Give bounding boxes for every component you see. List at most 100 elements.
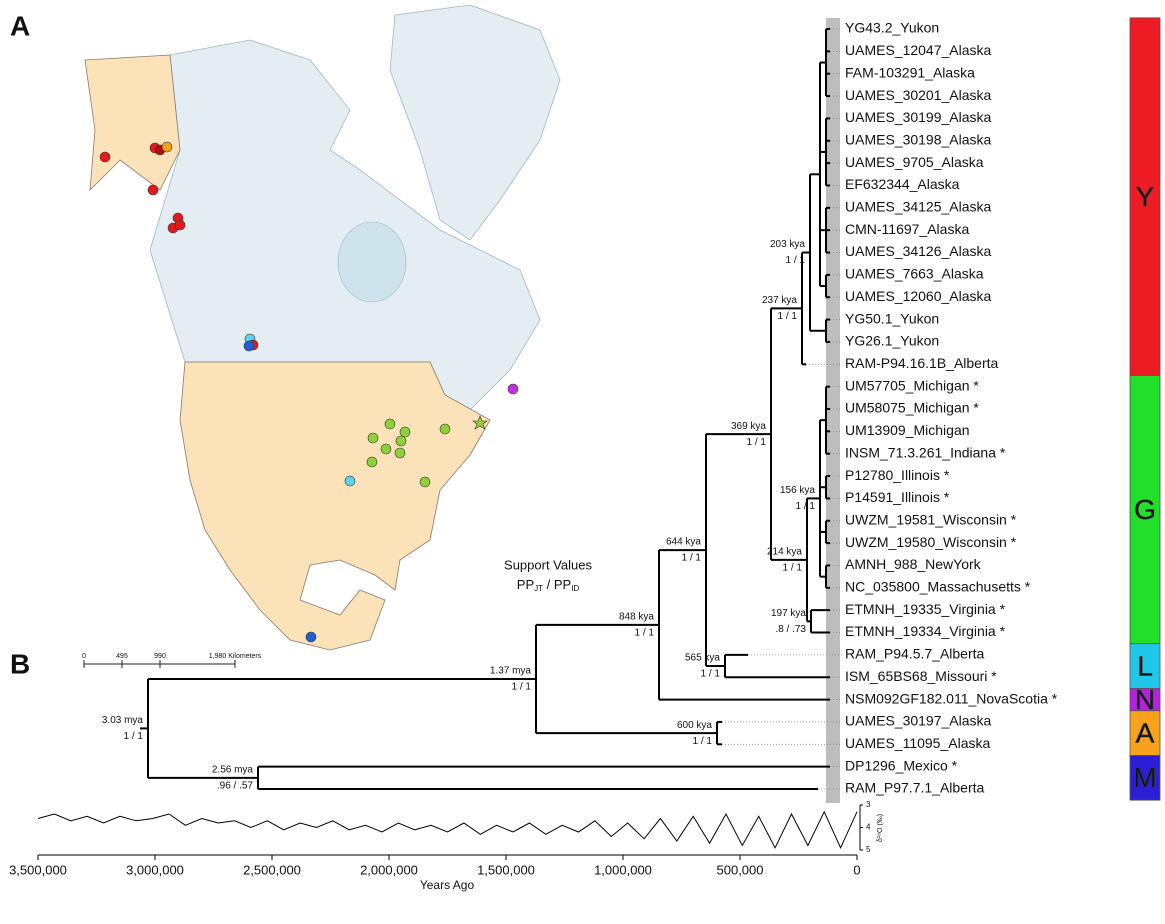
tip-label: UAMES_30198_Alaska [845,131,992,147]
sub: JT [534,584,543,593]
x-tick-label: 0 [853,862,860,877]
scale-label: 0 [82,653,86,660]
sep: / [543,577,554,592]
hudson-bay [338,222,406,302]
sub: ID [571,584,579,593]
pp: PP [554,577,571,592]
x-tick-label: 3,500,000 [9,862,67,877]
site [508,384,518,394]
clade-label: N [1135,684,1155,715]
support-formula: PPJT / PPID [517,577,580,593]
scale-bar [84,660,235,668]
scale-label: 495 [116,653,128,660]
tip-label: UAMES_12060_Alaska [845,288,992,304]
site [244,341,254,351]
usa-mexico [180,362,490,650]
tip-label: UAMES_34125_Alaska [845,199,992,215]
tip-label: UAMES_30199_Alaska [845,109,992,125]
node-age: 237 kya [762,295,797,306]
tip-label: YG43.2_Yukon [845,20,939,36]
tip-label: UWZM_19580_Wisconsin * [845,534,1017,550]
node-age: 214 kya [767,547,802,558]
tip-label: RAM-P94.16.1B_Alberta [845,355,999,371]
site [175,220,185,230]
tip-label: UAMES_9705_Alaska [845,154,984,170]
tip-label: UAMES_30197_Alaska [845,713,992,729]
node-age: 565 kya [685,653,720,664]
node-support: 1 / 1 [124,731,144,742]
x-tick-label: 2,000,000 [360,862,418,877]
site [381,444,391,454]
node-age: 203 kya [770,239,805,250]
clade-label: G [1134,494,1156,525]
tip-label: RAM_P94.5.7_Alberta [845,646,985,662]
x-tick-label: 1,000,000 [594,862,652,877]
node-age: 2.56 mya [212,764,254,775]
site [396,436,406,446]
scale-label: 990 [154,653,166,660]
panel-label: B [10,648,30,679]
tip-label: UAMES_34126_Alaska [845,243,992,259]
site [306,632,316,642]
alaska [85,55,180,190]
node-support: 1 / 1 [701,669,721,680]
climate-tick-label: 3 [866,800,871,809]
tip-label: UAMES_30201_Alaska [845,87,992,103]
climate-tick-label: 4 [866,823,871,832]
x-tick-label: 3,000,000 [126,862,184,877]
tip-label: P14591_Illinois * [845,489,950,505]
time-band [826,18,840,803]
node-support: 1 / 1 [512,682,532,693]
site [367,457,377,467]
tip-label: UM13909_Michigan [845,422,970,438]
tip-label: INSM_71.3.261_Indiana * [845,444,1006,460]
tip-label: NC_035800_Massachusetts * [845,579,1031,595]
tip-label: NSM092GF182.011_NovaScotia * [845,690,1058,706]
site [162,142,172,152]
panel-label: A [10,10,30,41]
support-title: Support Values [504,557,592,572]
node-support: .8 / .73 [775,624,806,635]
node-support: 1 / 1 [693,736,713,747]
node-support: 1 / 1 [778,311,798,322]
node-age: 644 kya [666,537,701,548]
tip-label: RAM_P97.7.1_Alberta [845,780,985,796]
x-tick-label: 2,500,000 [243,862,301,877]
tip-label: YG26.1_Yukon [845,333,939,349]
greenland [390,5,560,240]
clade-label: A [1136,718,1155,749]
node-support: 1 / 1 [635,627,655,638]
tip-label: P12780_Illinois * [845,467,950,483]
map: 0 495 990 1,980 Kilometers [82,5,560,668]
scale-label: 1,980 Kilometers [209,653,262,660]
node-support: 1 / 1 [747,437,767,448]
climate-label: δ¹⁸O (‰) [877,814,884,842]
site [385,419,395,429]
figure: 0 495 990 1,980 Kilometers A B Support V… [0,0,1165,924]
tip-label: UAMES_12047_Alaska [845,42,992,58]
tip-label: UAMES_7663_Alaska [845,266,984,282]
node-age: 1.37 mya [490,666,532,677]
x-tick-label: 500,000 [717,862,764,877]
x-tick-label: 1,500,000 [477,862,535,877]
site [100,152,110,162]
tip-label: DP1296_Mexico * [845,757,958,773]
node-age: 369 kya [731,421,766,432]
x-axis-title: Years Ago [420,878,475,892]
climate-tick-label: 5 [866,845,871,854]
tip-label: ISM_65BS68_Missouri * [845,668,997,684]
tip-label: UM57705_Michigan * [845,377,979,393]
node-support: .96 / .57 [217,780,254,791]
tip-label: UAMES_11095_Alaska [845,735,990,751]
tip-label: AMNH_988_NewYork [845,556,982,572]
site [368,433,378,443]
node-age: 600 kya [677,720,712,731]
node-age: 197 kya [771,608,806,619]
tip-label: YG50.1_Yukon [845,310,939,326]
climate-curve [38,812,857,848]
node-support: 1 / 1 [682,553,702,564]
site [400,427,410,437]
tip-label: ETMNH_19334_Virginia * [845,623,1006,639]
node-support: 1 / 1 [796,501,816,512]
site [148,185,158,195]
